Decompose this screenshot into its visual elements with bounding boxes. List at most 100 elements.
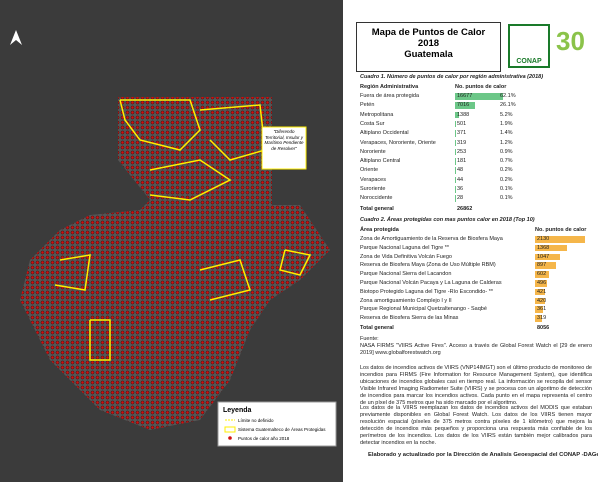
- paragraph: Los datos de la VIIRS reemplazan los dat…: [360, 405, 592, 446]
- row-value: 897: [537, 262, 547, 269]
- total-value: 26862: [457, 206, 473, 212]
- row-label: Reserva de Biosfera Maya (Zona de Uso Mú…: [360, 262, 496, 269]
- row-value: 496: [537, 280, 547, 286]
- legend-swatch: [228, 436, 232, 440]
- row-percent: 1.9%: [500, 120, 513, 127]
- row-label: Suroriente: [360, 186, 386, 192]
- row-percent: 62.1%: [500, 93, 516, 99]
- row-percent: 0.9%: [500, 148, 513, 155]
- bar: [455, 120, 457, 128]
- title-box: Mapa de Puntos de Calor 2018 Guatemala: [356, 22, 501, 72]
- legend-swatch: [224, 426, 236, 433]
- bar: [535, 236, 585, 243]
- annotation: "Diferendo Territorial, Insular y Maríti…: [264, 129, 304, 151]
- row-percent: 1.2%: [500, 139, 513, 146]
- row-value: 36: [457, 186, 464, 192]
- row-label: Parque Regional Municipal Quetzaltenango…: [360, 306, 487, 313]
- row-percent: 1.4%: [500, 130, 513, 137]
- row-label: Parque Nacional Laguna del Tigre **: [360, 244, 449, 251]
- column-header: Región Administrativa: [360, 84, 419, 90]
- row-value: 44: [457, 176, 464, 183]
- bar: [535, 315, 543, 322]
- row-label: Verapaces: [360, 176, 386, 183]
- table-caption: Cuadro 2. Áreas protegidas con mas punto…: [360, 217, 535, 223]
- row-label: Verapaces, Nororiente, Oriente: [360, 139, 436, 146]
- row-label: Metropolitana: [360, 111, 394, 118]
- legend-title: Leyenda: [223, 407, 252, 414]
- source-label: Fuente:: [360, 336, 379, 342]
- total-label: Total general: [360, 206, 394, 212]
- row-label: Biotopo Protegido Laguna del Tigre -Río …: [360, 288, 494, 295]
- row-value: 602: [537, 271, 547, 278]
- source-text: NASA FIRMS "VIIRS Active Fires". Acceso …: [360, 343, 592, 356]
- row-label: Parque Nacional Volcán Pacaya y La Lagun…: [360, 280, 502, 286]
- row-percent: 0.2%: [500, 167, 513, 174]
- row-value: 181: [457, 158, 467, 165]
- legend-item: Límite no definido: [238, 418, 274, 423]
- row-value: 1388: [457, 111, 470, 118]
- row-label: Zona amortiguamiento Complejo I y II: [360, 297, 452, 304]
- column-header: Área protegida: [360, 227, 399, 233]
- row-value: 2130: [537, 236, 550, 242]
- title: Guatemala: [404, 49, 453, 60]
- bar: [535, 253, 560, 261]
- row-value: 16677: [457, 93, 473, 99]
- bar: [455, 139, 456, 146]
- logo: CONAP: [508, 24, 550, 68]
- row-value: 319: [537, 315, 547, 322]
- legend-box: [217, 401, 337, 447]
- row-value: 371: [457, 130, 467, 137]
- heat-points: [20, 97, 330, 430]
- bar: [455, 102, 476, 109]
- row-percent: 26.1%: [500, 102, 516, 109]
- bar: [535, 297, 545, 305]
- column-header: No. puntos de calor: [455, 84, 507, 90]
- row-value: 319: [457, 139, 467, 146]
- bar: [535, 288, 545, 296]
- annotation-box: [261, 126, 307, 170]
- map: "Diferendo Territorial, Insular y Maríti…: [0, 0, 343, 482]
- row-label: Altiplano Occidental: [360, 130, 409, 137]
- anniversary-logo: 30: [556, 26, 585, 56]
- row-label: Nororiente: [360, 148, 386, 155]
- legend-item: Puntos de calor año 2018: [238, 436, 290, 441]
- row-label: Oriente: [360, 167, 379, 174]
- row-value: 421: [537, 288, 547, 295]
- row-percent: 0.7%: [500, 158, 513, 165]
- row-value: 7016: [457, 102, 470, 109]
- row-label: Reserva de Biosfera Sierra de las Minas: [360, 315, 459, 322]
- total-value: 8056: [537, 325, 550, 331]
- row-percent: 0.1%: [500, 195, 513, 202]
- bar: [535, 244, 568, 252]
- legend-item: Sistema Guatemalteco de Áreas Protegidas: [238, 426, 326, 432]
- bar: [535, 271, 550, 278]
- row-label: Zona de Vida Definitiva Volcán Fuego: [360, 253, 452, 260]
- row-value: 28: [457, 195, 464, 202]
- row-value: 361: [537, 306, 547, 313]
- total-label: Total general: [360, 325, 394, 331]
- row-label: Costa Sur: [360, 120, 385, 127]
- bar: [455, 130, 457, 137]
- title: 2018: [417, 38, 440, 49]
- row-value: 253: [457, 148, 467, 155]
- paragraph: Los datos de incendios activos de VIIRS …: [360, 365, 592, 406]
- row-value: 1047: [537, 253, 550, 260]
- row-value: 1368: [537, 244, 550, 251]
- row-value: 48: [457, 167, 464, 174]
- row-value: 501: [457, 120, 467, 127]
- row-label: Fuera de área protegida: [360, 93, 420, 99]
- bar: [455, 148, 456, 156]
- bar: [455, 93, 503, 100]
- row-percent: 0.1%: [500, 186, 513, 192]
- row-label: Zona de Amortiguamiento de la Reserva de…: [360, 236, 503, 242]
- row-label: Noroccidente: [360, 195, 393, 202]
- bar: [535, 280, 547, 287]
- row-value: 420: [537, 297, 547, 304]
- footer: Elaborado y actualizado por la Dirección…: [368, 452, 598, 458]
- row-label: Altiplano Central: [360, 158, 401, 165]
- bar: [455, 111, 459, 119]
- title: Mapa de Puntos de Calor: [371, 27, 486, 38]
- bar: [535, 262, 557, 269]
- table-caption: Cuadro 1. Número de puntos de calor por …: [360, 74, 544, 80]
